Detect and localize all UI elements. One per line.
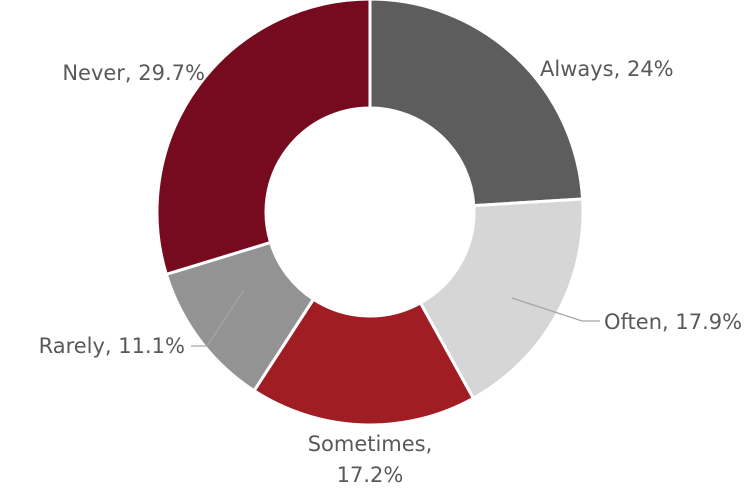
slice-never [155,0,372,276]
slice-often [418,197,585,400]
data-label-sometimes: Sometimes, 17.2% [308,432,433,487]
data-label-always: Always, 24% [540,57,674,81]
data-labels-layer: Always, 24% Often, 17.9% Sometimes, 17.2% Ra… [39,57,743,487]
slice-always [368,0,585,208]
slice-sometimes [252,297,475,427]
slices-layer [155,0,585,427]
data-label-often: Often, 17.9% [604,310,742,334]
leader-lines-layer [191,289,600,347]
leader-line-often [511,297,600,322]
data-label-rarely: Rarely, 11.1% [39,334,185,358]
leader-line-rarely [191,289,245,347]
data-label-never: Never, 29.7% [62,61,205,85]
